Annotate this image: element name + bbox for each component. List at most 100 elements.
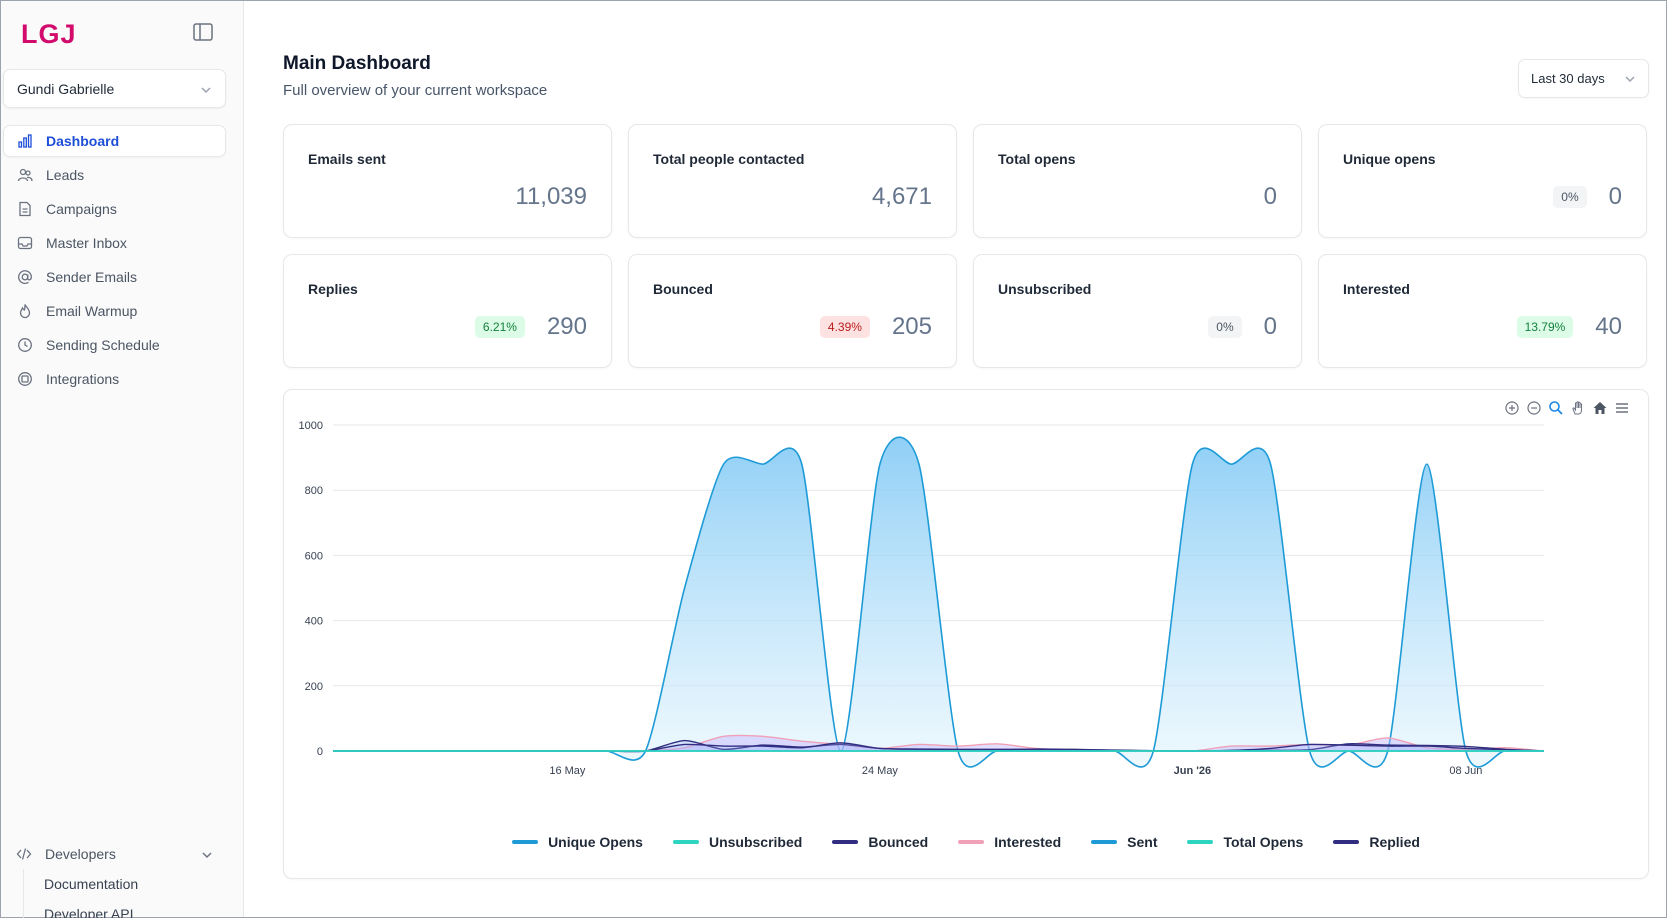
stat-badge: 0% <box>1553 186 1587 208</box>
stat-card-total-opens: Total opens 0 <box>973 124 1302 238</box>
legend-swatch <box>1091 840 1118 844</box>
sidebar-item-label: Master Inbox <box>46 235 127 251</box>
document-icon <box>17 201 33 217</box>
sidebar-item-master-inbox[interactable]: Master Inbox <box>3 227 226 259</box>
users-icon <box>17 167 33 183</box>
series-area-interested <box>333 735 1544 752</box>
legend-item-sent[interactable]: Sent <box>1091 834 1157 850</box>
x-tick-label: 24 May <box>862 765 899 777</box>
chevron-down-icon <box>1624 71 1636 86</box>
legend-label: Unsubscribed <box>708 834 803 850</box>
sidebar-item-label: Dashboard <box>46 133 120 149</box>
stat-card-bounced: Bounced 4.39% 205 <box>628 254 957 368</box>
clock-icon <box>17 337 33 353</box>
stat-value: 0 <box>1263 183 1277 210</box>
bar-chart-icon <box>17 133 33 149</box>
sidebar-item-email-warmup[interactable]: Email Warmup <box>3 295 226 327</box>
sidebar-item-label: Sending Schedule <box>46 337 160 353</box>
developers-submenu: Documentation Developer API <box>23 869 226 918</box>
x-tick-label: 08 Jun <box>1449 765 1482 777</box>
logo[interactable]: LGJ <box>21 19 77 49</box>
sidebar-item-label: Sender Emails <box>46 269 138 285</box>
workspace-selector[interactable]: Gundi Gabrielle <box>3 69 226 108</box>
sidebar-item-label: Email Warmup <box>46 303 138 319</box>
y-tick-label: 1000 <box>299 420 323 432</box>
sidebar-item-dashboard[interactable]: Dashboard <box>3 125 226 157</box>
sidebar-item-label: Leads <box>46 167 85 183</box>
inbox-icon <box>17 235 33 251</box>
developers-toggle[interactable]: Developers <box>3 839 226 869</box>
legend-swatch <box>1187 840 1214 844</box>
legend-item-unique-opens[interactable]: Unique Opens <box>512 834 643 850</box>
developer-api-link[interactable]: Developer API <box>44 906 134 918</box>
x-tick-label: 16 May <box>549 765 586 777</box>
stat-value: 290 <box>546 313 587 340</box>
sidebar-item-label: Campaigns <box>46 201 117 217</box>
stat-card-unsubscribed: Unsubscribed 0% 0 <box>973 254 1302 368</box>
date-range-select[interactable]: Last 30 days <box>1518 59 1649 98</box>
chart-legend: Unique Opens Unsubscribed Bounced Intereste… <box>284 834 1648 850</box>
stat-badge: 6.21% <box>474 316 525 338</box>
sidebar: LGJ Gundi Gabrielle Dashboard Leads Camp… <box>1 1 244 918</box>
legend-item-interested[interactable]: Interested <box>958 834 1061 850</box>
stat-value: 0 <box>1608 183 1622 210</box>
stat-label: Total opens <box>998 151 1076 167</box>
sidebar-item-sending-schedule[interactable]: Sending Schedule <box>3 329 226 361</box>
legend-label: Replied <box>1369 834 1420 850</box>
sidebar-item-campaigns[interactable]: Campaigns <box>3 193 226 225</box>
x-tick-label: Jun '26 <box>1174 765 1211 777</box>
pan-hand-icon[interactable] <box>1570 400 1586 416</box>
page-subtitle: Full overview of your current workspace <box>283 82 548 99</box>
sidebar-item-sender-emails[interactable]: Sender Emails <box>3 261 226 293</box>
stats-grid: Emails sent 11,039 Total people contacte… <box>283 124 1649 368</box>
stat-value: 205 <box>891 313 932 340</box>
at-sign-icon <box>17 269 33 285</box>
code-icon <box>16 846 32 862</box>
date-range-value: Last 30 days <box>1531 71 1605 86</box>
series-area-sent <box>333 437 1544 767</box>
legend-item-total-opens[interactable]: Total Opens <box>1187 834 1303 850</box>
stat-card-interested: Interested 13.79% 40 <box>1318 254 1647 368</box>
activity-chart-card: 0 200 400 600 800 1000 16 May 24 May Jun '26 08 J… <box>283 389 1649 879</box>
sidebar-nav: Dashboard Leads Campaigns Master Inbox S… <box>3 125 226 397</box>
zoom-in-icon[interactable] <box>1504 400 1520 416</box>
legend-label: Bounced <box>868 834 929 850</box>
stat-card-replies: Replies 6.21% 290 <box>283 254 612 368</box>
stat-badge: 13.79% <box>1516 316 1574 338</box>
legend-item-unsubscribed[interactable]: Unsubscribed <box>672 834 803 850</box>
sidebar-item-integrations[interactable]: Integrations <box>3 363 226 395</box>
menu-icon[interactable] <box>1614 400 1630 416</box>
chart-toolbar <box>1504 400 1630 416</box>
page-title: Main Dashboard <box>283 53 431 74</box>
developers-label: Developers <box>45 846 116 862</box>
zoom-select-icon[interactable] <box>1548 400 1564 416</box>
legend-swatch <box>1333 840 1360 844</box>
stat-value: 11,039 <box>515 183 587 210</box>
legend-swatch <box>672 840 699 844</box>
chevron-down-icon <box>200 81 212 97</box>
stat-label: Interested <box>1343 281 1410 297</box>
legend-label: Sent <box>1127 834 1158 850</box>
stat-badge: 0% <box>1208 316 1242 338</box>
zoom-out-icon[interactable] <box>1526 400 1542 416</box>
y-tick-label: 0 <box>317 746 323 758</box>
stat-card-unique-opens: Unique opens 0% 0 <box>1318 124 1647 238</box>
workspace-name: Gundi Gabrielle <box>17 80 115 97</box>
stat-label: Emails sent <box>308 151 386 167</box>
stat-value: 4,671 <box>871 183 932 210</box>
legend-item-bounced[interactable]: Bounced <box>832 834 928 850</box>
legend-label: Interested <box>994 834 1062 850</box>
stat-label: Unsubscribed <box>998 281 1092 297</box>
reset-home-icon[interactable] <box>1592 400 1608 416</box>
sidebar-toggle-icon[interactable] <box>193 23 215 43</box>
chevron-down-icon <box>201 846 213 862</box>
stat-label: Total people contacted <box>653 151 805 167</box>
sidebar-item-leads[interactable]: Leads <box>3 159 226 191</box>
y-tick-label: 600 <box>305 550 323 562</box>
legend-item-replied[interactable]: Replied <box>1333 834 1420 850</box>
documentation-link[interactable]: Documentation <box>44 876 139 892</box>
legend-swatch <box>958 840 985 844</box>
legend-label: Unique Opens <box>548 834 643 850</box>
stat-badge: 4.39% <box>819 316 870 338</box>
